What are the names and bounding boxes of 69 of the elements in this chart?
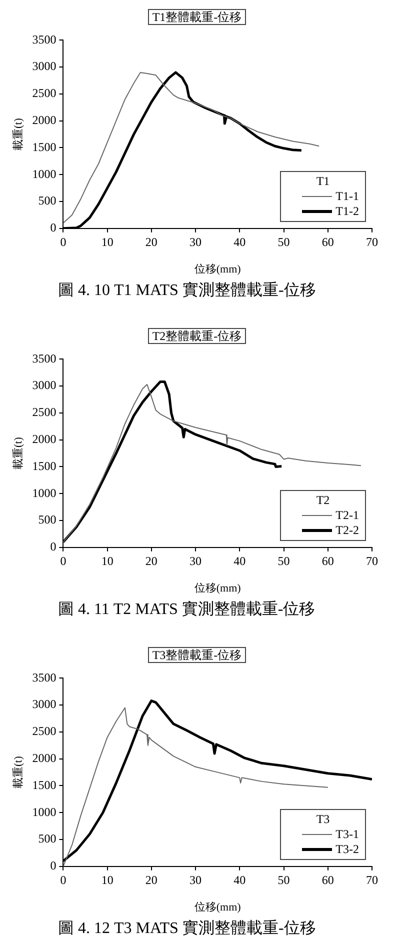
y-tick-label: 1000 bbox=[32, 486, 56, 500]
y-axis-title: 載重(t) bbox=[11, 436, 24, 470]
x-tick-label: 20 bbox=[145, 872, 158, 887]
x-tick-label: 0 bbox=[60, 872, 66, 887]
x-tick-label: 30 bbox=[190, 554, 202, 568]
x-tick-label: 10 bbox=[101, 554, 114, 568]
x-tick-label: 10 bbox=[101, 234, 114, 249]
legend-label: T2-1 bbox=[336, 508, 359, 524]
y-axis-title: 載重(t) bbox=[11, 756, 24, 788]
y-tick-label: 1500 bbox=[32, 458, 56, 473]
y-tick-label: 1000 bbox=[32, 804, 56, 819]
x-tick-label: 60 bbox=[322, 554, 334, 568]
y-tick-label: 3000 bbox=[32, 59, 56, 74]
x-axis-title: 位移(mm) bbox=[194, 582, 242, 594]
y-tick-label: 3000 bbox=[32, 378, 56, 392]
x-tick-label: 50 bbox=[278, 234, 290, 249]
y-tick-label: 2000 bbox=[32, 751, 56, 766]
legend-label: T3-1 bbox=[336, 827, 359, 842]
chart-title: T3整體載重-位移 bbox=[148, 647, 246, 663]
x-axis-title: 位移(mm) bbox=[194, 901, 242, 914]
caption: 圖 4. 11 T2 MATS 實測整體載重-位移 bbox=[57, 600, 316, 620]
y-tick-label: 2000 bbox=[32, 432, 56, 446]
x-tick-label: 0 bbox=[60, 234, 66, 249]
legend-title: T3 bbox=[315, 812, 331, 828]
x-axis-title: 位移(mm) bbox=[194, 263, 242, 276]
y-tick-label: 0 bbox=[50, 540, 56, 554]
chart-title: T2整體載重-位移 bbox=[148, 328, 246, 344]
y-tick-label: 2500 bbox=[32, 724, 56, 738]
x-tick-label: 20 bbox=[145, 234, 158, 249]
y-axis-title: 載重(t) bbox=[11, 118, 24, 150]
y-tick-label: 2500 bbox=[32, 405, 56, 420]
y-tick-label: 3500 bbox=[32, 670, 56, 684]
y-tick-label: 1500 bbox=[32, 140, 56, 154]
chart-title: T1整體載重-位移 bbox=[148, 9, 246, 25]
x-tick-label: 60 bbox=[322, 234, 334, 249]
y-tick-label: 1500 bbox=[32, 778, 56, 792]
x-tick-label: 30 bbox=[190, 872, 202, 887]
y-tick-label: 2500 bbox=[32, 86, 56, 100]
x-tick-label: 50 bbox=[278, 554, 290, 568]
x-tick-label: 70 bbox=[366, 554, 378, 568]
legend-label: T1-2 bbox=[336, 204, 359, 220]
y-tick-label: 3500 bbox=[32, 32, 56, 46]
y-tick-label: 500 bbox=[38, 194, 56, 208]
legend-label: T3-2 bbox=[336, 842, 359, 858]
y-tick-label: 500 bbox=[38, 832, 56, 846]
x-tick-label: 40 bbox=[234, 234, 246, 249]
x-tick-label: 40 bbox=[234, 554, 246, 568]
x-tick-label: 70 bbox=[366, 234, 378, 249]
x-tick-label: 70 bbox=[366, 872, 378, 887]
legend-label: T2-2 bbox=[336, 523, 359, 538]
caption: 圖 4. 10 T1 MATS 實測整體載重-位移 bbox=[57, 280, 317, 301]
y-tick-label: 3000 bbox=[32, 697, 56, 712]
y-tick-label: 2000 bbox=[32, 113, 56, 128]
x-tick-label: 0 bbox=[60, 554, 66, 568]
x-tick-label: 20 bbox=[145, 554, 158, 568]
y-tick-label: 0 bbox=[50, 858, 56, 873]
x-tick-label: 60 bbox=[322, 872, 334, 887]
x-tick-label: 40 bbox=[234, 872, 246, 887]
y-tick-label: 1000 bbox=[32, 166, 56, 181]
legend-title: T2 bbox=[315, 493, 331, 508]
y-tick-label: 500 bbox=[38, 512, 56, 527]
y-tick-label: 0 bbox=[50, 220, 56, 235]
caption: 圖 4. 12 T3 MATS 實測整體載重-位移 bbox=[57, 918, 317, 939]
x-tick-label: 10 bbox=[101, 872, 114, 887]
legend-label: T1-1 bbox=[336, 189, 359, 204]
y-tick-label: 3500 bbox=[32, 351, 56, 366]
x-tick-label: 50 bbox=[278, 872, 290, 887]
x-tick-label: 30 bbox=[190, 234, 202, 249]
legend-title: T1 bbox=[315, 174, 331, 190]
